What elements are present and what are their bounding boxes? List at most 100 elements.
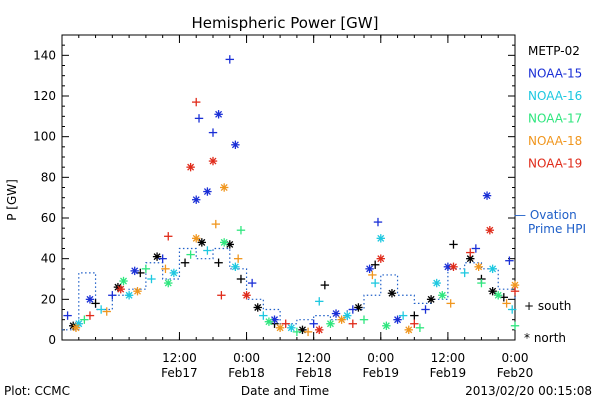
data-point [488,287,497,296]
data-point [161,264,170,274]
data-point [373,217,383,227]
plot-axes: 02040608010012014012:00Feb170:00Feb1812:… [33,34,534,380]
data-point [281,319,290,328]
data-point [365,264,374,274]
data-point [208,128,218,137]
data-point [147,274,156,284]
data-point [348,319,358,328]
y-tick-label: 60 [41,211,56,225]
legend-entry: NOAA-15 [528,67,582,81]
data-point [337,315,346,324]
data-point [219,183,229,192]
legend: METP-02 NOAA-15 NOAA-16 NOAA-17 NOAA-18 NOAA-… [528,44,582,171]
data-point [192,234,201,243]
data-point [315,297,324,306]
data-point [494,291,503,300]
data-point [287,323,296,332]
data-point [141,264,151,274]
data-point [208,156,218,166]
data-point [482,191,492,200]
data-point [164,232,173,241]
data-point [449,240,458,249]
data-point [303,327,313,337]
data-point [203,246,212,255]
x-tick-date-label: Feb18 [295,366,332,380]
data-point [225,55,234,64]
data-point [298,325,307,335]
data-point [108,291,117,300]
data-point [376,234,385,243]
data-point [71,323,81,332]
data-point [242,291,251,300]
x-axis-label: Date and Time [241,384,329,398]
x-tick-date-label: Feb17 [161,366,198,380]
x-tick-date-label: Feb20 [497,366,534,380]
x-tick-date-label: Feb19 [363,366,400,380]
data-point [393,315,402,324]
legend-entry: NOAA-17 [528,112,582,126]
data-point [219,238,229,247]
legend-entry: NOAA-16 [528,89,582,103]
data-point [236,226,246,235]
data-point [387,289,397,298]
data-point [485,226,495,235]
data-point [505,256,514,265]
data-point [180,258,190,267]
data-point [510,287,520,296]
series-noaa-19 [85,97,520,335]
data-point [398,311,408,320]
data-point [192,195,201,204]
ovation-label-line2: Prime HPI [528,222,586,236]
data-point [264,317,274,326]
ovation-label-line1: — Ovation [514,208,577,222]
data-point [119,276,128,286]
data-point [309,319,318,328]
data-point [203,187,212,196]
data-point [331,309,341,318]
data-point [197,238,207,247]
data-point [102,307,111,316]
data-point [130,266,139,276]
data-point [354,303,363,312]
data-point [164,278,173,288]
x-tick-time-label: 12:00 [296,351,331,365]
data-point [85,295,95,304]
data-point [382,321,391,330]
data-point [466,248,475,257]
data-point [85,311,95,320]
data-point [192,97,201,107]
data-point [510,321,520,330]
plot-timestamp: 2013/02/20 00:15:08 [465,384,592,398]
data-point [80,315,89,324]
data-point [438,291,447,300]
data-point [96,305,106,314]
x-tick-date-label: Feb19 [430,366,467,380]
data-point [186,250,195,259]
data-point [508,305,517,314]
x-tick-time-label: 0:00 [502,351,529,365]
y-tick-label: 140 [33,48,56,62]
data-point [477,278,486,288]
data-points [63,55,520,337]
data-point [376,254,385,263]
data-point [421,305,430,314]
data-point [231,140,240,149]
series-noaa-17 [80,226,520,337]
data-point [91,299,100,308]
data-point [158,254,167,263]
plot-credit: Plot: CCMC [4,384,70,398]
data-point [432,278,441,288]
data-point [415,323,425,332]
data-point [186,162,195,172]
y-tick-label: 40 [41,252,56,266]
data-point [169,268,179,278]
data-point [410,311,419,320]
y-tick-label: 120 [33,89,56,103]
south-marker-label: + south [524,299,571,313]
data-point [488,264,497,274]
data-point [124,291,134,300]
data-point [370,278,380,288]
data-point [116,284,125,294]
data-point [275,323,285,332]
